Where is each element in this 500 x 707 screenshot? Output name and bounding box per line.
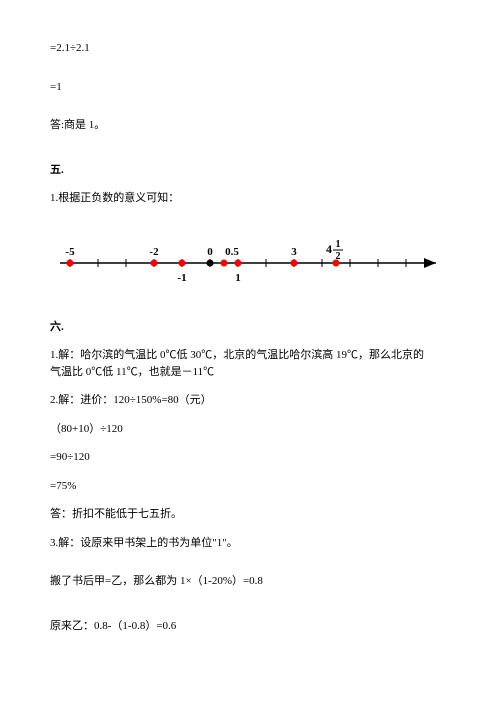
svg-text:-5: -5 (65, 246, 75, 258)
section-6-p9: 原来乙：0.8-（1-0.8）=0.6 (50, 618, 450, 635)
section-6-p1a: 1.解：哈尔滨的气温比 0℃低 30℃，北京的气温比哈尔滨高 19℃，那么北京的 (50, 347, 450, 364)
section-5-title: 五. (50, 162, 450, 179)
section-6-p1b: 气温比 0℃低 11℃，也就是－11℃ (50, 364, 450, 381)
svg-text:0.5: 0.5 (225, 246, 239, 258)
svg-text:3: 3 (291, 246, 297, 258)
svg-text:1: 1 (336, 239, 341, 250)
number-line-figure: -5-2-100.513412 (50, 221, 450, 291)
equation-step-2: =1 (50, 79, 450, 96)
section-6-p5: =75% (50, 478, 450, 495)
section-5-line-1: 1.根据正负数的意义可知： (50, 190, 450, 207)
svg-text:-1: -1 (177, 272, 186, 284)
svg-text:-2: -2 (149, 246, 159, 258)
section-6-p8: 搬了书后甲=乙，那么都为 1×（1-20%）=0.8 (50, 573, 450, 590)
section-6-title: 六. (50, 319, 450, 336)
svg-text:2: 2 (336, 251, 341, 262)
equation-step-1: =2.1÷2.1 (50, 40, 450, 57)
section-6-p7: 3.解：设原来甲书架上的书为单位"1"。 (50, 535, 450, 552)
svg-text:0: 0 (207, 246, 213, 258)
svg-text:4: 4 (326, 242, 332, 256)
section-6-p6: 答：折扣不能低于七五折。 (50, 506, 450, 523)
answer-line-1: 答:商是 1。 (50, 117, 450, 134)
section-6-p4: =90÷120 (50, 449, 450, 466)
svg-text:1: 1 (235, 272, 241, 284)
section-6-p2: 2.解：进价：120÷150%=80（元） (50, 392, 450, 409)
section-6-p3: （80+10）÷120 (50, 421, 450, 438)
